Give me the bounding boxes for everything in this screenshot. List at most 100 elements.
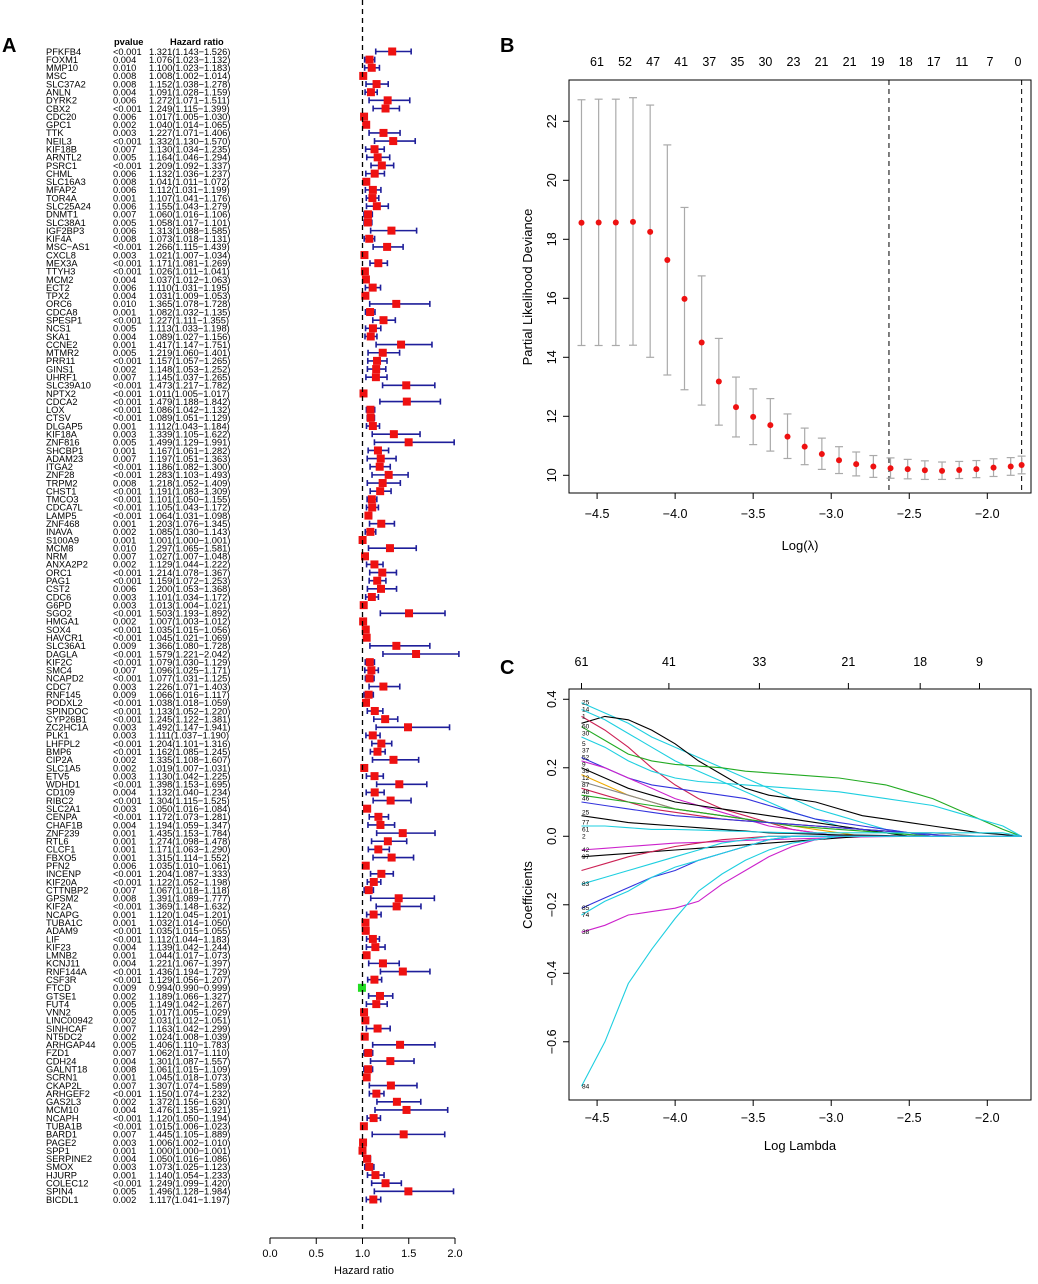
coef-x-tick-label: −4.0	[663, 1111, 688, 1125]
pvalue-cell: 0.005	[113, 1187, 136, 1197]
pvalue-cell: 0.008	[113, 478, 136, 488]
pvalue-cell: 0.001	[113, 918, 136, 928]
cv-top-label: 30	[758, 55, 772, 69]
hr-cell: 1.476(1.135−1.921)	[149, 1105, 230, 1115]
gene-label: SLC37A2	[46, 79, 86, 89]
gene-label: ORC6	[46, 299, 72, 309]
gene-label: CYP26B1	[46, 714, 87, 724]
gene-label: SLC1A5	[46, 763, 81, 773]
coef-path	[581, 835, 1022, 933]
hr-cell: 1.113(1.033−1.198)	[149, 324, 230, 334]
gene-label: GINS1	[46, 364, 74, 374]
pvalue-cell: <0.001	[113, 1179, 142, 1189]
hr-cell: 1.112(1.031−1.199)	[149, 185, 230, 195]
gene-label: PFN2	[46, 861, 70, 871]
gene-label: SOX4	[46, 625, 71, 635]
pvalue-cell: <0.001	[113, 698, 142, 708]
cv-top-label: 23	[787, 55, 801, 69]
gene-label: GPC1	[46, 120, 71, 130]
cv-y-tick-label: 18	[545, 232, 559, 246]
pvalue-cell: 0.002	[113, 1195, 136, 1205]
coef-var-label: 42	[582, 847, 590, 854]
pvalue-cell: 0.004	[113, 959, 136, 969]
hr-cell: 1.041(1.011−1.072)	[149, 177, 230, 187]
hr-marker	[370, 788, 379, 797]
gene-label: CSF3R	[46, 975, 77, 985]
pvalue-cell: 0.006	[113, 112, 136, 122]
hr-cell: 1.391(1.089−1.777)	[149, 894, 230, 904]
hr-marker	[364, 886, 373, 895]
hr-marker	[381, 1179, 390, 1188]
hr-marker	[359, 71, 368, 80]
pvalue-cell: 0.001	[113, 951, 136, 961]
coef-y-label: Coefficients	[520, 861, 535, 929]
pvalue-cell: 0.004	[113, 942, 136, 952]
gene-label: LHFPL2	[46, 739, 80, 749]
hr-cell: 1.249(1.099−1.420)	[149, 1179, 230, 1189]
gene-label: SHCBP1	[46, 446, 83, 456]
pvalue-cell: 0.002	[113, 991, 136, 1001]
pvalue-cell: 0.001	[113, 837, 136, 847]
gene-label: G6PD	[46, 600, 72, 610]
hr-marker	[378, 959, 387, 968]
hr-marker	[386, 796, 395, 805]
hr-marker	[397, 340, 406, 349]
hr-marker	[361, 861, 370, 870]
gene-label: ZNF816	[46, 438, 80, 448]
coef-var-label: 85	[582, 905, 590, 912]
hr-cell: 1.082(1.032−1.135)	[149, 307, 230, 317]
pvalue-cell: 0.006	[113, 96, 136, 106]
hr-cell: 1.006(1.002−1.010)	[149, 1138, 230, 1148]
hr-cell: 1.332(1.130−1.570)	[149, 136, 230, 146]
hr-marker	[364, 690, 373, 699]
gene-label: SGO2	[46, 609, 72, 619]
pvalue-cell: <0.001	[113, 568, 142, 578]
hr-marker	[392, 299, 401, 308]
hr-cell: 1.045(1.018−1.073)	[149, 1073, 230, 1083]
hr-marker	[385, 544, 394, 553]
hr-marker	[365, 1162, 374, 1171]
coef-x-tick-label: −3.5	[741, 1111, 766, 1125]
pvalue-cell: 0.004	[113, 1154, 136, 1164]
hr-cell: 1.067(1.018−1.118)	[149, 885, 230, 895]
hr-cell: 1.435(1.153−1.784)	[149, 828, 230, 838]
hr-marker	[370, 772, 379, 781]
pvalue-cell: 0.002	[113, 120, 136, 130]
gene-label: ARNTL2	[46, 153, 82, 163]
gene-label: NEIL3	[46, 136, 72, 146]
hr-cell: 1.086(1.042−1.132)	[149, 405, 230, 415]
hr-cell: 1.209(1.092−1.337)	[149, 161, 230, 171]
gene-label: INCENP	[46, 869, 81, 879]
hr-marker	[360, 267, 369, 276]
pvalue-cell: 0.008	[113, 177, 136, 187]
hr-cell: 1.040(1.014−1.065)	[149, 120, 230, 130]
hr-marker	[404, 1187, 413, 1196]
pvalue-cell: 0.009	[113, 690, 136, 700]
gene-label: TTYH3	[46, 267, 75, 277]
pvalue-cell: <0.001	[113, 706, 142, 716]
cv-point	[681, 295, 688, 302]
hr-marker	[360, 112, 369, 121]
cv-point	[664, 256, 671, 263]
gene-label: WDHD1	[46, 780, 80, 790]
pvalue-cell: <0.001	[113, 780, 142, 790]
cv-point	[647, 228, 654, 235]
hr-cell: 1.189(1.066−1.327)	[149, 991, 230, 1001]
pvalue-cell: 0.007	[113, 1081, 136, 1091]
hr-marker	[389, 137, 398, 146]
coef-x-tick-label: −2.5	[897, 1111, 922, 1125]
hr-cell: 1.164(1.046−1.294)	[149, 153, 230, 163]
x-tick-label: 1.5	[401, 1248, 416, 1260]
hr-marker	[367, 495, 376, 504]
pvalue-cell: <0.001	[113, 267, 142, 277]
pvalue-cell: <0.001	[113, 796, 142, 806]
gene-label: TOR4A	[46, 193, 78, 203]
hr-marker	[371, 943, 380, 952]
gene-label: PRR11	[46, 356, 75, 366]
gene-label: CXCL8	[46, 250, 76, 260]
hr-cell: 1.008(1.002−1.014)	[149, 71, 230, 81]
gene-label: MSC−AS1	[46, 242, 90, 252]
hr-cell: 1.152(1.038−1.278)	[149, 79, 230, 89]
cv-x-tick-label: −4.0	[663, 507, 688, 521]
pvalue-cell: <0.001	[113, 389, 142, 399]
